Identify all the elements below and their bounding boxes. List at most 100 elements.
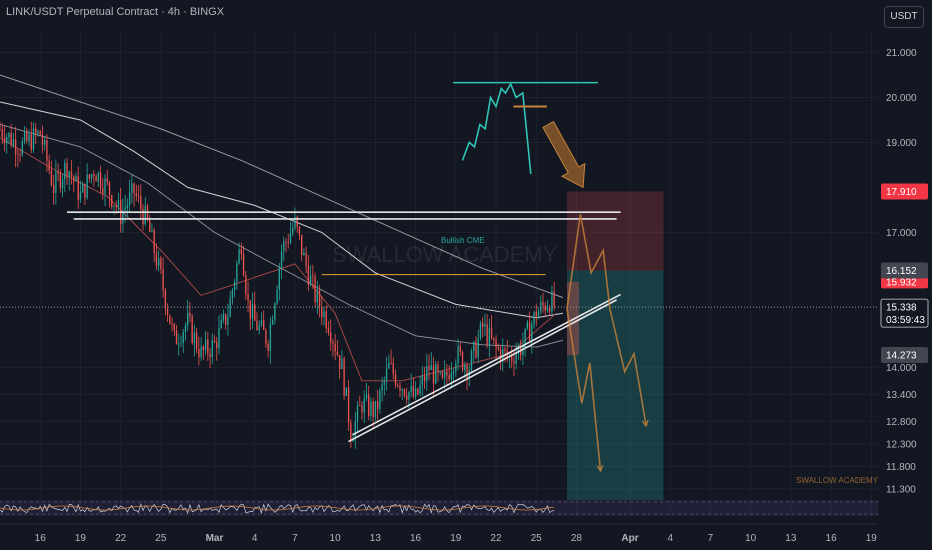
- candle-body: [417, 388, 419, 394]
- candle-body: [236, 263, 238, 282]
- candle-body: [455, 363, 457, 372]
- candle-body: [473, 341, 475, 352]
- candle-body: [397, 385, 399, 387]
- candle-body: [526, 322, 529, 329]
- candle-body: [160, 258, 162, 270]
- candle-body: [173, 324, 175, 331]
- candle-body: [421, 375, 423, 385]
- projection-arrowhead: [596, 464, 604, 473]
- candle-body: [495, 339, 497, 348]
- candle-body: [370, 402, 372, 416]
- candle-body: [153, 230, 155, 254]
- candle-body: [394, 374, 397, 386]
- x-tick-label: 25: [531, 533, 543, 544]
- candle-body: [419, 384, 421, 394]
- candle-body: [6, 137, 8, 144]
- candle-body: [426, 366, 428, 382]
- ascending-trendline: [348, 299, 617, 443]
- candle-body: [21, 141, 24, 155]
- candle-body: [363, 398, 365, 413]
- candle-body: [450, 373, 453, 380]
- candle-body: [10, 133, 12, 146]
- entry-price-badge-text: 16.152: [886, 266, 917, 277]
- x-tick-label: 19: [450, 533, 462, 544]
- candle-body: [99, 172, 102, 189]
- time-axis[interactable]: 16 19 22 25 Mar 4 7 10 13 16 19 22 25 28 Apr 4 7 10 13 16 19: [0, 523, 878, 544]
- candle-body: [229, 298, 231, 317]
- candle-body: [17, 154, 19, 156]
- candle-body: [260, 320, 263, 326]
- candle-body: [55, 172, 57, 194]
- candle-body: [265, 329, 267, 344]
- candle-body: [479, 322, 482, 339]
- candle-body: [157, 258, 160, 267]
- candle-body: [296, 216, 298, 227]
- candle-body: [218, 327, 220, 349]
- rsi-pane: [0, 500, 878, 516]
- candle-body: [278, 267, 280, 290]
- x-tick-label: 10: [330, 533, 342, 544]
- candle-body: [52, 184, 55, 194]
- candle-body: [381, 384, 383, 391]
- candle-body: [122, 210, 124, 224]
- candle-body: [292, 227, 294, 234]
- candle-body: [216, 342, 218, 349]
- candle-body: [23, 131, 26, 142]
- candle-body: [388, 362, 390, 369]
- take-profit-zone: [567, 270, 664, 500]
- horizontal-levels: [0, 211, 878, 308]
- candle-body: [513, 361, 515, 364]
- candle-body: [486, 324, 488, 345]
- candle-body: [499, 349, 502, 362]
- candle-body: [549, 308, 551, 312]
- candle-body: [149, 219, 151, 232]
- x-tick-label: Mar: [206, 533, 224, 544]
- candle-body: [432, 365, 435, 384]
- candle-body: [202, 346, 205, 351]
- candle-body: [195, 332, 198, 349]
- candle-body: [111, 195, 113, 207]
- currency-selector[interactable]: USDT: [884, 6, 924, 28]
- chart-grid: [0, 30, 878, 518]
- y-tick-label: 12.800: [886, 417, 917, 428]
- candle-body: [90, 174, 93, 179]
- candle-body: [41, 134, 44, 145]
- candle-body: [361, 405, 363, 413]
- x-tick-label: 28: [571, 533, 583, 544]
- stop-price-badge-text: 17.910: [886, 187, 917, 198]
- candle-body: [124, 207, 126, 211]
- candle-body: [117, 199, 120, 207]
- candle-body: [481, 322, 484, 327]
- candle-body: [61, 179, 64, 188]
- candle-body: [86, 174, 88, 198]
- y-tick-label: 21.000: [886, 48, 917, 59]
- candle-body: [280, 251, 283, 268]
- x-tick-label: 7: [708, 533, 714, 544]
- x-tick-label: 22: [115, 533, 127, 544]
- rsi-band: [0, 500, 878, 516]
- candle-body: [77, 176, 79, 200]
- candle-body: [184, 325, 187, 333]
- candle-body: [287, 242, 289, 244]
- candle-body: [106, 178, 108, 183]
- candle-body: [309, 275, 312, 286]
- candle-body: [269, 324, 272, 351]
- candle-body: [327, 328, 330, 333]
- candle-body: [271, 320, 274, 325]
- x-tick-label: 4: [252, 533, 258, 544]
- candle-body: [93, 174, 95, 177]
- y-tick-label: 12.300: [886, 439, 917, 450]
- candle-body: [126, 205, 129, 208]
- candle-body: [338, 355, 341, 370]
- candle-body: [256, 320, 258, 331]
- stop-loss-zone: [567, 191, 664, 271]
- candle-body: [531, 324, 533, 341]
- candle-body: [553, 291, 555, 307]
- x-tick-label: 10: [745, 533, 757, 544]
- candle-body: [435, 364, 437, 384]
- projection-paths: [566, 214, 649, 473]
- candle-body: [401, 389, 403, 391]
- candle-body: [524, 328, 526, 346]
